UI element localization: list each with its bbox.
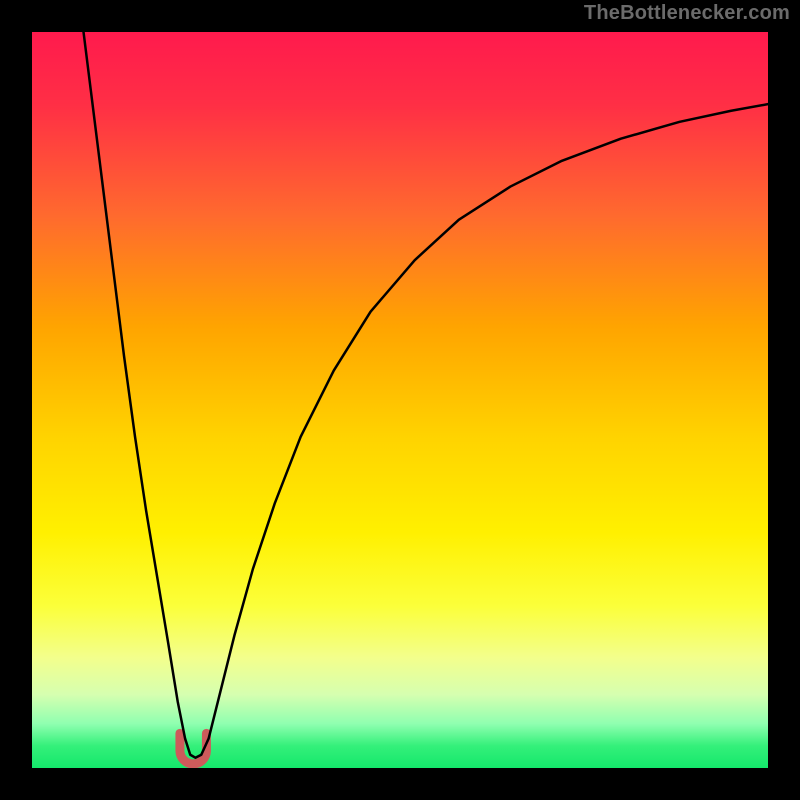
figure-root: TheBottlenecker.com xyxy=(0,0,800,800)
watermark-text: TheBottlenecker.com xyxy=(584,2,790,25)
plot-area xyxy=(32,32,768,768)
gradient-background xyxy=(32,32,768,768)
plot-svg xyxy=(32,32,768,768)
